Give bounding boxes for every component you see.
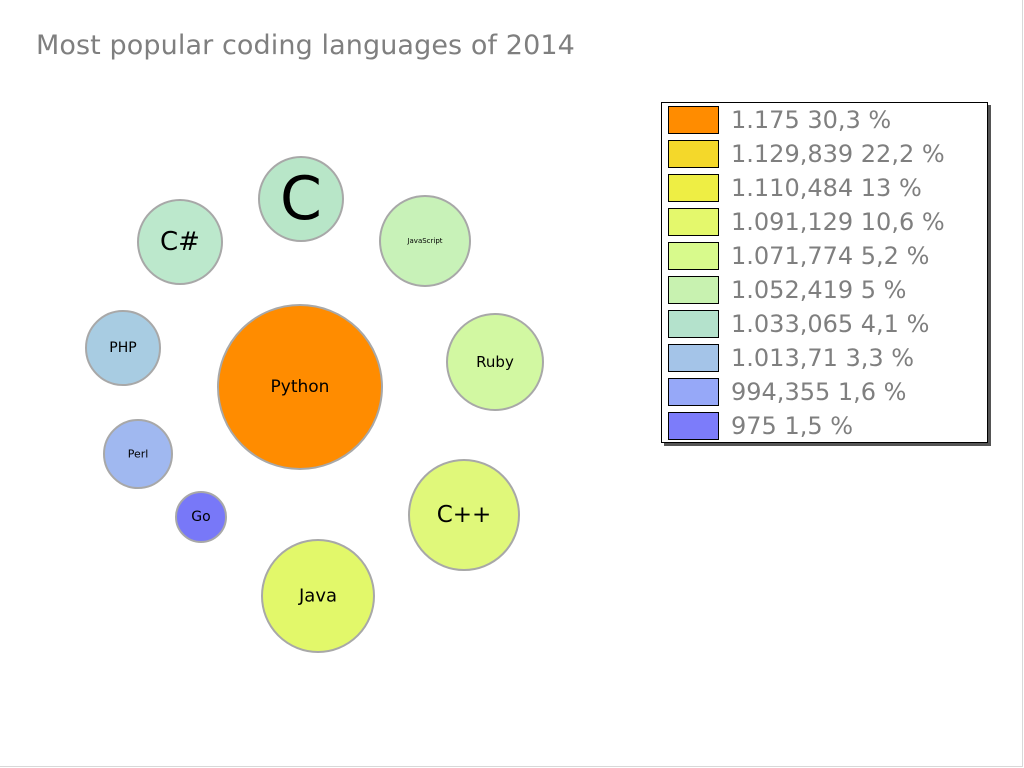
legend-entry: 1.129,839 22,2 % [668, 139, 945, 169]
legend-label: 1.033,065 4,1 % [731, 310, 930, 338]
legend-swatch [668, 106, 719, 134]
bubble-php [85, 310, 161, 386]
legend-label: 975 1,5 % [731, 412, 854, 440]
legend-label: 1.129,839 22,2 % [731, 140, 945, 168]
legend-entry: 1.033,065 4,1 % [668, 309, 929, 339]
legend-swatch [668, 276, 719, 304]
legend-label: 1.110,484 13 % [731, 174, 922, 202]
legend-swatch [668, 242, 719, 270]
legend-label: 1.071,774 5,2 % [731, 242, 930, 270]
legend-entry: 1.175 30,3 % [668, 105, 891, 135]
legend-swatch [668, 174, 719, 202]
chart-title: Most popular coding languages of 2014 [36, 30, 575, 61]
legend-swatch [668, 140, 719, 168]
legend-label: 1.091,129 10,6 % [731, 208, 945, 236]
bubble-label-ruby: Ruby [476, 353, 514, 371]
bubble-label-cpp: C++ [437, 502, 492, 528]
bubble-label-python: Python [271, 377, 330, 397]
legend-swatch [668, 378, 719, 406]
bubble-label-c: C [280, 164, 322, 234]
bubble-label-java: Java [298, 586, 337, 607]
legend: 1.175 30,3 % 1.129,839 22,2 % 1.110,484 13… [661, 102, 988, 443]
bubble-ruby [446, 313, 544, 411]
legend-entry: 1.071,774 5,2 % [668, 241, 929, 271]
bubble-label-go: Go [191, 509, 210, 525]
bubble-label-perl: Perl [128, 448, 149, 461]
legend-swatch [668, 310, 719, 338]
legend-label: 1.175 30,3 % [731, 106, 892, 134]
bubble-go [175, 491, 227, 543]
legend-entry: 1.091,129 10,6 % [668, 207, 945, 237]
legend-swatch [668, 344, 719, 372]
bubble-cpp [408, 459, 520, 571]
bubble-label-javascript: JavaScript [406, 237, 442, 245]
legend-entry: 994,355 1,6 % [668, 377, 906, 407]
bubble-label-php: PHP [109, 340, 136, 356]
legend-label: 1.052,419 5 % [731, 276, 907, 304]
bubble-java [261, 539, 375, 653]
legend-label: 994,355 1,6 % [731, 378, 907, 406]
legend-swatch [668, 412, 719, 440]
bubble-perl [103, 419, 173, 489]
legend-label: 1.013,71 3,3 % [731, 344, 915, 372]
legend-entry: 1.013,71 3,3 % [668, 343, 914, 373]
legend-entry: 1.052,419 5 % [668, 275, 906, 305]
legend-swatch [668, 208, 719, 236]
legend-entry: 1.110,484 13 % [668, 173, 922, 203]
bubble-label-csharp: C# [160, 227, 200, 257]
bubble-csharp [137, 199, 223, 285]
legend-entry: 975 1,5 % [668, 411, 853, 441]
bubble-c [258, 156, 344, 242]
bubble-javascript [379, 195, 471, 287]
bubble-python [217, 304, 383, 470]
